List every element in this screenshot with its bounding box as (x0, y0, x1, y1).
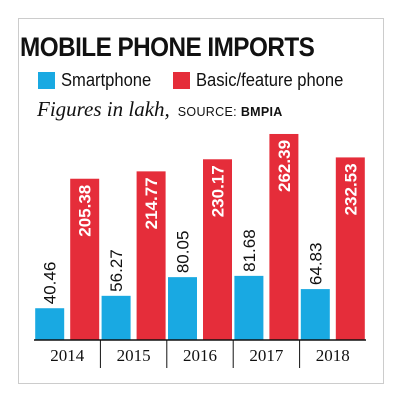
value-label-smartphone-2018: 64.83 (306, 243, 325, 286)
subtitle: Figures in lakh, (37, 97, 170, 121)
value-label-smartphone-2017: 81.68 (240, 229, 259, 272)
value-label-basic-phone-2016: 230.17 (209, 165, 228, 217)
category-label-2015: 2015 (117, 346, 151, 365)
bar-smartphone-2017 (234, 275, 264, 340)
category-label-2018: 2018 (316, 346, 350, 365)
value-label-smartphone-2015: 56.27 (107, 249, 126, 292)
bar-basic-phone-2014 (70, 178, 100, 340)
category-label-2016: 2016 (183, 346, 217, 365)
bar-basic-phone-2018 (335, 157, 365, 340)
legend-item-smartphone: Smartphone (38, 70, 159, 91)
legend-label-smartphone: Smartphone (61, 69, 152, 90)
legend-swatch-basic-phone (173, 71, 191, 89)
bar-smartphone-2016 (168, 277, 197, 340)
value-label-basic-phone-2015: 214.77 (142, 177, 161, 229)
legend-label-basic-phone: Basic/feature phone (196, 69, 344, 90)
value-label-basic-phone-2014: 205.38 (76, 185, 95, 237)
value-label-basic-phone-2017: 262.39 (275, 140, 294, 192)
value-label-basic-phone-2018: 232.53 (341, 163, 360, 215)
chart-frame (18, 18, 384, 384)
bar-basic-phone-2016 (203, 159, 232, 340)
legend: Smartphone Basic/feature phone (38, 68, 370, 92)
bar-smartphone-2015 (101, 295, 131, 340)
bar-basic-phone-2017 (269, 133, 299, 340)
legend-item-basic-phone: Basic/feature phone (173, 70, 356, 91)
legend-swatch-smartphone (38, 71, 55, 89)
subtitle-line: Figures in lakh, SOURCE: BMPIA (37, 97, 283, 122)
bar-smartphone-2014 (35, 308, 65, 340)
bar-basic-phone-2015 (136, 171, 166, 340)
category-label-2014: 2014 (50, 346, 85, 365)
category-label-2017: 2017 (249, 346, 284, 365)
bar-smartphone-2018 (300, 289, 330, 340)
source-label: SOURCE: (177, 105, 237, 119)
source-value: BMPIA (240, 105, 283, 119)
value-label-smartphone-2014: 40.46 (41, 262, 60, 305)
value-label-smartphone-2016: 80.05 (174, 231, 193, 274)
chart-title: MOBILE PHONE IMPORTS (20, 32, 315, 62)
